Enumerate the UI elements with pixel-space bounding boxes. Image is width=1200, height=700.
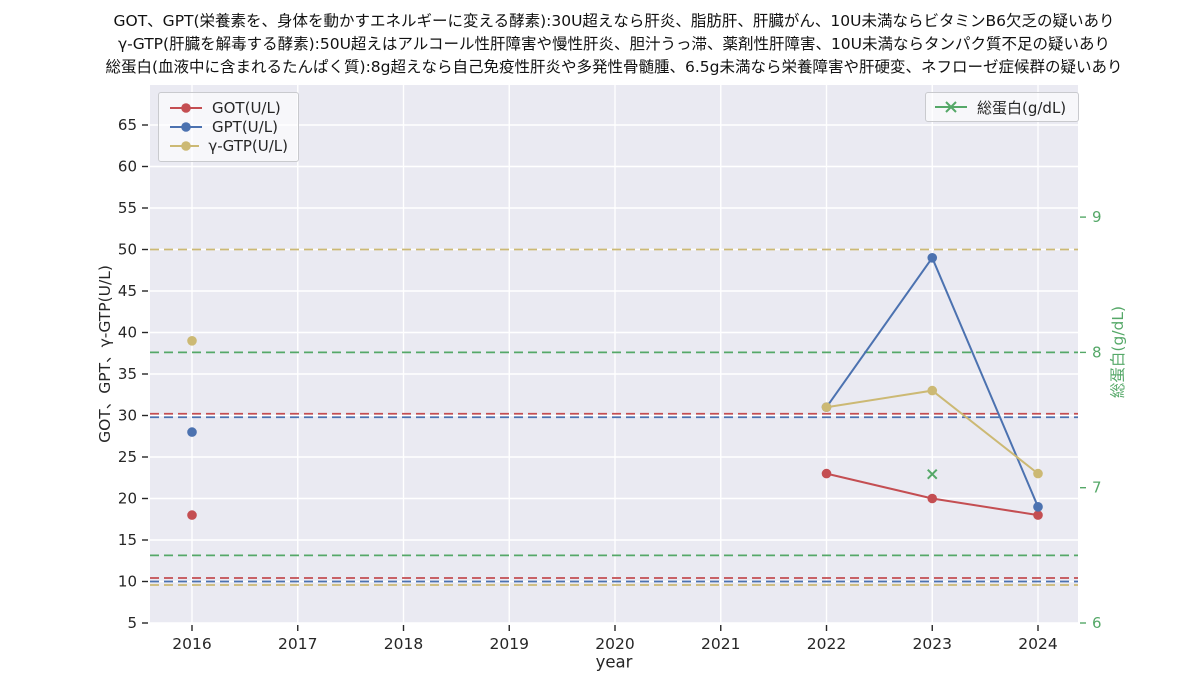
x-tick-label: 2021 bbox=[701, 635, 740, 653]
chart-title-line-1: GOT、GPT(栄養素を、身体を動かすエネルギーに変える酵素):30U超えなら肝… bbox=[113, 12, 1115, 30]
y-left-tick-label: 40 bbox=[118, 324, 137, 342]
y-axis-label-left: GOT、GPT、γ-GTP(U/L) bbox=[96, 265, 114, 443]
legend-label: γ-GTP(U/L) bbox=[208, 137, 288, 156]
y-left-tick-label: 15 bbox=[118, 531, 137, 549]
data-point-marker bbox=[1033, 468, 1043, 479]
y-left-tick-label: 10 bbox=[118, 573, 137, 591]
legend-upper-right: 総蛋白(g/dL) bbox=[925, 92, 1080, 122]
y-left-tick-label: 45 bbox=[118, 282, 137, 300]
legend-item: 総蛋白(g/dL) bbox=[934, 97, 1066, 118]
y-right-tick-label: 6 bbox=[1092, 614, 1102, 632]
data-point-marker bbox=[1033, 502, 1043, 512]
y-left-tick-label: 55 bbox=[118, 199, 137, 217]
y-right-tick-label: 8 bbox=[1092, 343, 1102, 361]
y-right-tick-label: 9 bbox=[1092, 208, 1102, 226]
x-tick-label: 2020 bbox=[595, 635, 634, 653]
legend-x-marker-icon bbox=[945, 101, 957, 113]
y-left-tick-label: 50 bbox=[118, 241, 137, 259]
data-point-marker bbox=[187, 510, 197, 520]
legend-item: GOT(U/L) bbox=[169, 99, 288, 117]
data-point-marker bbox=[927, 385, 938, 396]
legend-label: GPT(U/L) bbox=[212, 117, 278, 136]
legend-label: 総蛋白(g/dL) bbox=[977, 98, 1067, 117]
plot-background bbox=[150, 85, 1078, 623]
x-axis-label: year bbox=[595, 652, 633, 672]
legend-item: γ-GTP(U/L) bbox=[169, 137, 288, 155]
y-axis-label-right: 総蛋白(g/dL) bbox=[1109, 305, 1127, 399]
legend-marker-sample bbox=[170, 102, 202, 113]
chart-title: GOT、GPT(栄養素を、身体を動かすエネルギーに変える酵素):30U超えなら肝… bbox=[14, 10, 1200, 79]
data-point-marker bbox=[187, 427, 197, 437]
y-left-tick-label: 65 bbox=[118, 116, 137, 134]
y-left-tick-label: 20 bbox=[118, 490, 137, 508]
data-point-marker bbox=[927, 468, 938, 480]
x-tick-label: 2017 bbox=[278, 635, 317, 653]
y-left-tick-label: 25 bbox=[118, 448, 137, 466]
data-point-marker bbox=[927, 493, 938, 504]
y-right-tick-label: 7 bbox=[1092, 479, 1102, 497]
legend-circle-marker-icon bbox=[181, 122, 191, 132]
legend-circle-marker-icon bbox=[181, 141, 191, 152]
x-tick-label: 2023 bbox=[913, 635, 952, 653]
chart-title-line-3: 総蛋白(血液中に含まれるたんぱく質):8g超えなら自己免疫性肝炎や多発性骨髄腫、… bbox=[105, 58, 1123, 76]
data-point-marker bbox=[821, 402, 832, 413]
chart-title-line-2: γ-GTP(肝臓を解毒する酵素):50U超えはアルコール性肝障害や慢性肝炎、胆汁… bbox=[117, 35, 1111, 53]
legend-item: GPT(U/L) bbox=[169, 118, 288, 136]
legend-marker-sample bbox=[170, 122, 202, 132]
data-point-marker bbox=[821, 468, 832, 479]
y-left-tick-label: 30 bbox=[118, 407, 137, 425]
x-tick-label: 2024 bbox=[1018, 635, 1057, 653]
x-tick-label: 2016 bbox=[172, 635, 211, 653]
y-left-tick-label: 35 bbox=[118, 365, 137, 383]
data-point-marker bbox=[927, 252, 938, 263]
legend-circle-marker-icon bbox=[181, 102, 191, 113]
data-point-marker bbox=[187, 336, 197, 346]
data-point-marker bbox=[1033, 510, 1043, 520]
legend-marker-sample bbox=[935, 101, 967, 113]
legend-label: GOT(U/L) bbox=[212, 98, 281, 117]
legend-upper-left: GOT(U/L) GPT(U/L) γ-GTP(U/L) bbox=[158, 92, 299, 162]
y-left-tick-label: 60 bbox=[118, 158, 137, 176]
legend-marker-sample bbox=[170, 141, 200, 152]
x-tick-label: 2022 bbox=[807, 635, 846, 653]
x-tick-label: 2019 bbox=[490, 635, 529, 653]
x-tick-label: 2018 bbox=[384, 635, 423, 653]
y-left-tick-label: 5 bbox=[127, 614, 137, 632]
